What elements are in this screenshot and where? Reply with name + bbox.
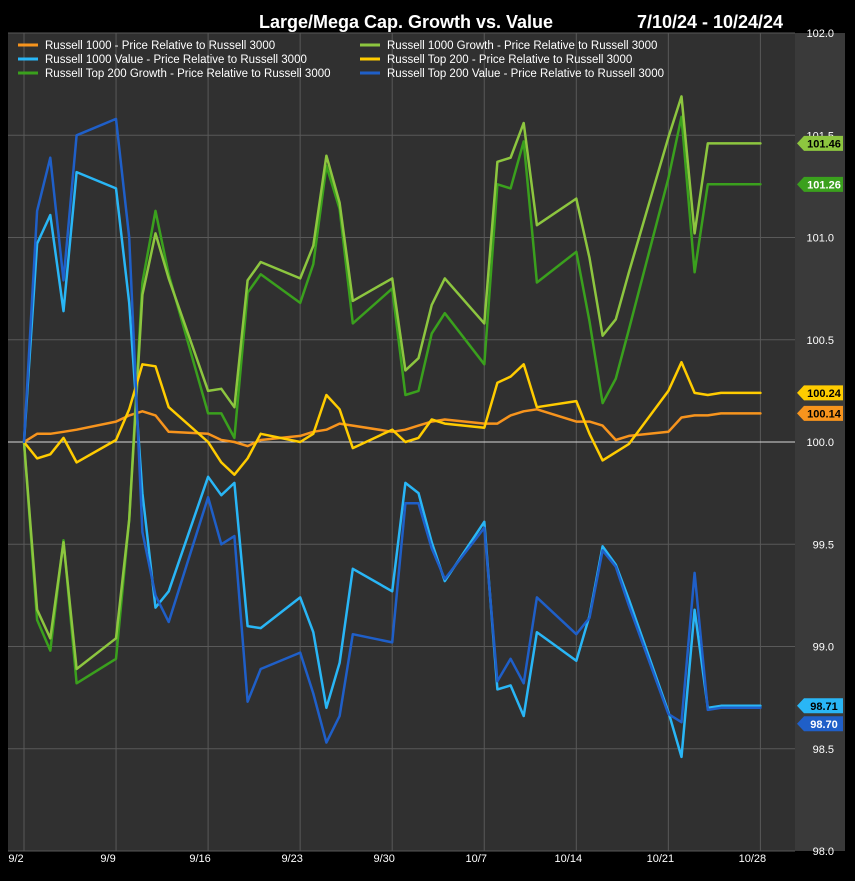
- legend-label: Russell Top 200 Growth - Price Relative …: [45, 68, 331, 80]
- x-tick-label: 10/28: [739, 853, 767, 865]
- legend-label: Russell Top 200 Value - Price Relative t…: [387, 68, 664, 80]
- last-value-tag: [797, 176, 843, 192]
- last-value-label: 98.70: [810, 719, 838, 731]
- x-tick-label: 9/2: [8, 853, 23, 865]
- last-value-label: 101.26: [807, 179, 841, 191]
- last-value-tags: 100.14 98.71 101.26 101.46 100.24 98.70: [797, 135, 843, 732]
- y-tick-label: 98.5: [813, 744, 834, 756]
- last-value-tag: [797, 405, 843, 421]
- last-value-tag: [797, 385, 843, 401]
- y-axis-panel: [795, 33, 845, 851]
- x-tick-label: 9/30: [373, 853, 394, 865]
- chart-title: Large/Mega Cap. Growth vs. Value: [259, 12, 553, 32]
- y-tick-label: 101.0: [806, 233, 834, 245]
- last-value-label: 98.71: [810, 701, 838, 713]
- legend-label: Russell 1000 - Price Relative to Russell…: [45, 40, 275, 52]
- legend-label: Russell 1000 Growth - Price Relative to …: [387, 40, 657, 52]
- x-tick-label: 10/14: [555, 853, 583, 865]
- x-tick-label: 10/21: [647, 853, 675, 865]
- last-value-label: 100.14: [807, 408, 842, 420]
- y-tick-label: 99.0: [813, 642, 834, 654]
- legend-label: Russell Top 200 - Price Relative to Russ…: [387, 54, 632, 66]
- series-line-5: [22, 117, 762, 744]
- last-value-label: 101.46: [807, 138, 841, 150]
- y-tick-label: 102.0: [806, 28, 834, 40]
- series-lines: [22, 95, 762, 759]
- last-value-tag: [797, 135, 843, 151]
- x-tick-label: 10/7: [466, 853, 487, 865]
- last-value-label: 100.24: [807, 388, 842, 400]
- x-tick-label: 9/23: [281, 853, 302, 865]
- y-tick-label: 99.5: [813, 539, 834, 551]
- series-line-4: [22, 360, 762, 476]
- chart-date-range: 7/10/24 - 10/24/24: [637, 12, 783, 32]
- axis-ticks: 102.0101.5101.0100.5100.099.599.098.598.…: [8, 28, 834, 865]
- series-line-3: [22, 95, 762, 671]
- last-value-tag: [797, 716, 843, 732]
- legend: Russell 1000 - Price Relative to Russell…: [18, 40, 664, 80]
- y-tick-label: 100.0: [806, 437, 834, 449]
- x-tick-label: 9/16: [189, 853, 210, 865]
- y-tick-label: 98.0: [813, 846, 834, 858]
- legend-label: Russell 1000 Value - Price Relative to R…: [45, 54, 307, 66]
- x-tick-label: 9/9: [100, 853, 115, 865]
- y-tick-label: 100.5: [806, 335, 834, 347]
- last-value-tag: [797, 698, 843, 714]
